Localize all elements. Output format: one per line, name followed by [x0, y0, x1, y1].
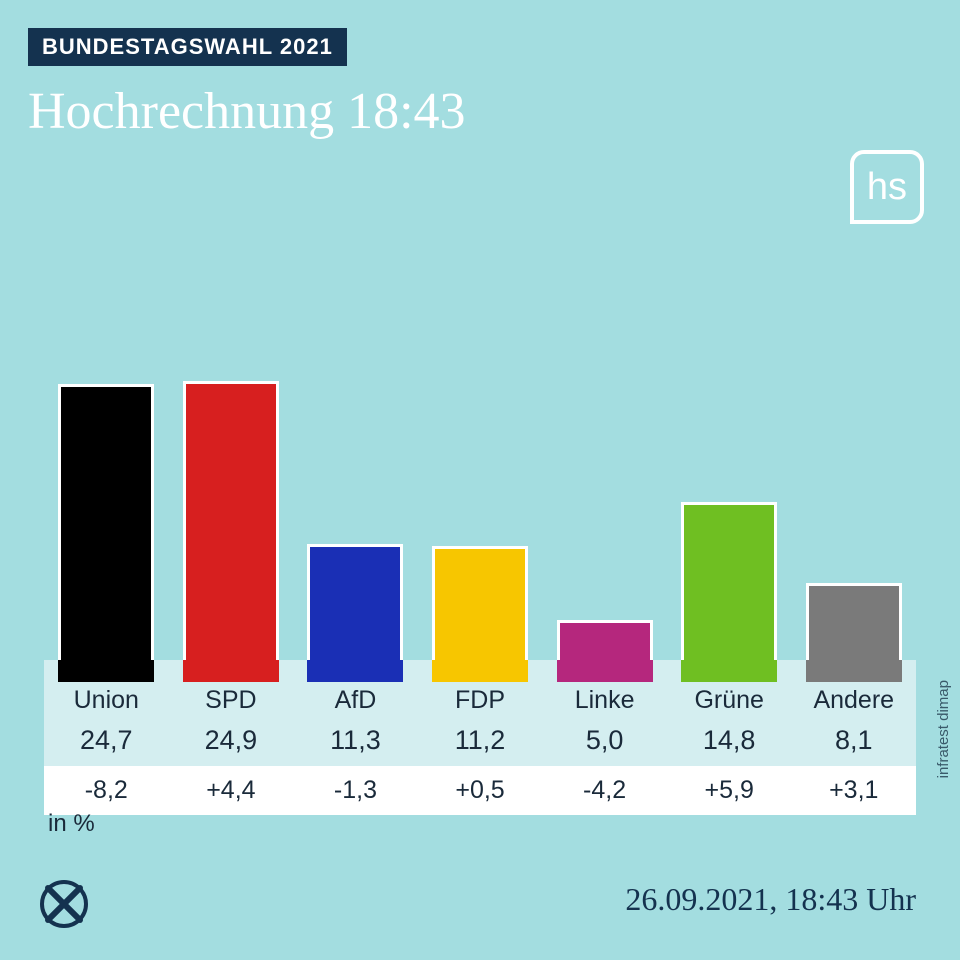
hs-logo-text: hs — [867, 166, 907, 209]
party-value: 24,7 — [44, 723, 169, 766]
election-badge: BUNDESTAGSWAHL 2021 — [28, 28, 347, 66]
party-label: Linke — [542, 682, 667, 723]
timestamp: 26.09.2021, 18:43 Uhr — [625, 881, 916, 918]
election-infographic: BUNDESTAGSWAHL 2021 Hochrechnung 18:43 h… — [0, 0, 960, 960]
bar-stub — [791, 660, 916, 682]
hs-logo: hs — [850, 150, 924, 224]
ballot-icon — [36, 876, 92, 932]
bar-stub — [418, 660, 543, 682]
bar-slot — [418, 380, 543, 680]
party-delta: +5,9 — [667, 766, 792, 815]
bar-slot — [791, 380, 916, 680]
party-value: 24,9 — [169, 723, 294, 766]
bar-stub — [169, 660, 294, 682]
party-delta: +0,5 — [418, 766, 543, 815]
party-label: SPD — [169, 682, 294, 723]
bar-grüne — [681, 502, 777, 680]
bar-slot — [44, 380, 169, 680]
party-label: Grüne — [667, 682, 792, 723]
party-value: 14,8 — [667, 723, 792, 766]
source-credit: infratest dimap — [935, 680, 952, 778]
unit-label: in % — [48, 810, 95, 838]
results-table: UnionSPDAfDFDPLinkeGrüneAndere 24,724,91… — [44, 660, 916, 815]
party-delta: -8,2 — [44, 766, 169, 815]
bar-union — [58, 384, 154, 680]
bar-chart — [44, 380, 916, 680]
bar-slot — [169, 380, 294, 680]
bar-slot — [667, 380, 792, 680]
party-value: 11,3 — [293, 723, 418, 766]
party-delta: +3,1 — [791, 766, 916, 815]
bar-slot — [542, 380, 667, 680]
bar-stub — [542, 660, 667, 682]
bar-stub — [44, 660, 169, 682]
party-label: AfD — [293, 682, 418, 723]
party-label: Andere — [791, 682, 916, 723]
bar-spd — [183, 381, 279, 680]
party-value: 11,2 — [418, 723, 543, 766]
bar-slot — [293, 380, 418, 680]
party-label: FDP — [418, 682, 543, 723]
bar-stub — [293, 660, 418, 682]
party-delta: -1,3 — [293, 766, 418, 815]
party-delta: +4,4 — [169, 766, 294, 815]
party-label: Union — [44, 682, 169, 723]
page-title: Hochrechnung 18:43 — [28, 82, 466, 141]
party-value: 8,1 — [791, 723, 916, 766]
party-value: 5,0 — [542, 723, 667, 766]
bar-stub — [667, 660, 792, 682]
party-delta: -4,2 — [542, 766, 667, 815]
